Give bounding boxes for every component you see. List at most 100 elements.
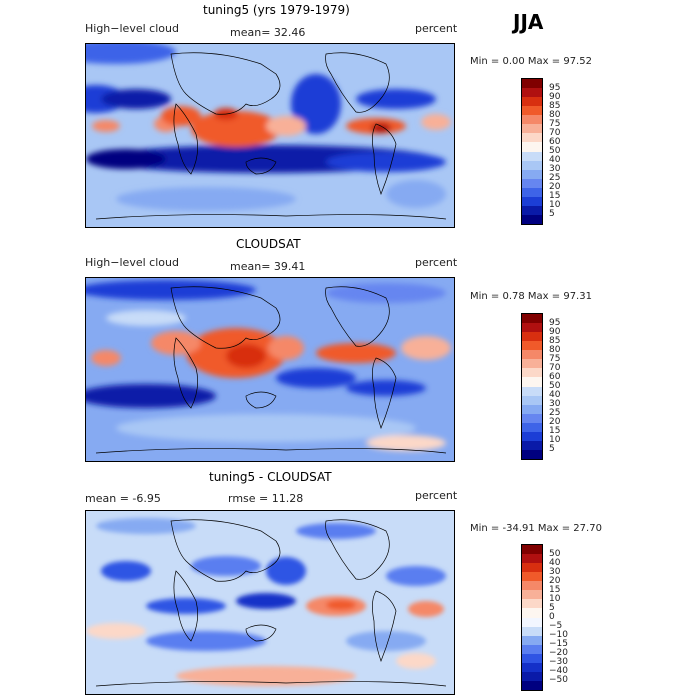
colorbar-tick-label: 70 [549,362,561,373]
colorbar-tick-label: 75 [549,118,561,129]
colorbar-swatch [522,88,542,98]
season-label: JJA [513,10,544,34]
panel-1-map [85,43,455,228]
panel-2-units-label: percent [415,256,458,269]
colorbar-tick-label: 25 [549,173,561,184]
colorbar-swatch [522,572,542,582]
colorbar-swatch [522,395,542,405]
colorbar-swatch [522,617,542,627]
colorbar-swatch [522,169,542,179]
colorbar-swatch [522,341,542,351]
colorbar-swatch [522,671,542,681]
colorbar-tick-label: 30 [549,164,561,175]
colorbar-tick-label: −10 [549,630,568,641]
colorbar-swatch [522,626,542,636]
colorbar-tick-label: 70 [549,127,561,138]
colorbar-swatch [522,160,542,170]
colorbar-swatch [522,332,542,342]
colorbar-tick-label: 40 [549,390,561,401]
colorbar-tick-label: 15 [549,191,561,202]
colorbar-swatch [522,205,542,215]
colorbar-tick-label: 5 [549,602,555,613]
panel-1-units-label: percent [415,22,458,35]
panel-3-minmax: Min = -34.91 Max = 27.70 [470,523,602,534]
colorbar-tick-label: 95 [549,82,561,93]
colorbar-swatch [522,680,542,690]
colorbar-tick-label: 75 [549,353,561,364]
colorbar-swatch [522,178,542,188]
colorbar-tick-label: 10 [549,435,561,446]
panel-3-map [85,510,455,695]
colorbar-tick-label: 60 [549,136,561,147]
panel-2-map [85,277,455,462]
colorbar-tick-label: 15 [549,426,561,437]
colorbar-swatch [522,635,542,645]
colorbar-tick-label: 50 [549,381,561,391]
panel-3-units-label: percent [415,489,458,502]
colorbar-swatch [522,323,542,333]
colorbar-tick-label: 30 [549,566,561,577]
colorbar-swatch [522,97,542,107]
colorbar-swatch [522,151,542,161]
colorbar-tick-label: 20 [549,417,561,428]
colorbar-tick-label: 5 [549,209,555,220]
colorbar-swatch [522,554,542,564]
colorbar-tick-label: 90 [549,91,561,102]
colorbar-swatch [522,359,542,369]
colorbar-swatch [522,377,542,387]
colorbar-swatch [522,440,542,450]
panel-2-mean-label: mean= 39.41 [230,260,306,273]
colorbar-tick-label: 95 [549,317,561,328]
colorbar-tick-label: −40 [549,666,568,677]
colorbar-swatch [522,581,542,591]
colorbar-tick-label: 85 [549,100,561,111]
panel-3-rmse-label: rmse = 11.28 [228,492,304,505]
colorbar-tick-label: 40 [549,557,561,568]
colorbar-swatch [522,196,542,206]
colorbar-swatch [522,214,542,224]
colorbar-swatch [522,106,542,116]
colorbar-swatch [522,413,542,423]
colorbar-tick-label: 15 [549,584,561,595]
colorbar-tick-label: 50 [549,146,561,156]
panel-1-minmax: Min = 0.00 Max = 97.52 [470,56,592,67]
colorbar-swatch [522,404,542,414]
panel-1-title: tuning5 (yrs 1979-1979) [203,3,350,17]
colorbar-swatch [522,431,542,441]
colorbar-swatch [522,386,542,396]
colorbar-tick-label: 50 [549,548,561,559]
colorbar-tick-label: 25 [549,408,561,419]
colorbar-swatch [522,449,542,459]
panel-2-minmax: Min = 0.78 Max = 97.31 [470,291,592,302]
colorbar-tick-label: 20 [549,182,561,193]
colorbar-swatch [522,314,542,324]
colorbar-tick-label: −20 [549,648,568,659]
colorbar-swatch [522,599,542,609]
colorbar-tick-label: 80 [549,109,561,120]
colorbar-tick-label: 60 [549,371,561,382]
colorbar-tick-label: 20 [549,575,561,586]
colorbar-swatch [522,422,542,432]
colorbar-swatch [522,662,542,672]
colorbar-swatch [522,608,542,618]
panel-1-colorbar [521,78,543,225]
colorbar-swatch [522,124,542,134]
colorbar-swatch [522,133,542,143]
colorbar-tick-label: 10 [549,200,561,211]
colorbar-swatch [522,187,542,197]
colorbar-swatch [522,644,542,654]
colorbar-tick-label: 90 [549,326,561,337]
colorbar-tick-label: −50 [549,675,568,686]
colorbar-tick-label: −30 [549,657,568,668]
colorbar-swatch [522,350,542,360]
colorbar-swatch [522,79,542,89]
colorbar-swatch [522,653,542,663]
colorbar-swatch [522,590,542,600]
panel-3-mean-label: mean = -6.95 [85,492,161,505]
colorbar-swatch [522,142,542,152]
panel-2-colorbar [521,313,543,460]
colorbar-tick-label: 5 [549,444,555,455]
colorbar-swatch [522,368,542,378]
panel-2-variable-label: High−level cloud [85,256,179,269]
colorbar-tick-label: 85 [549,335,561,346]
